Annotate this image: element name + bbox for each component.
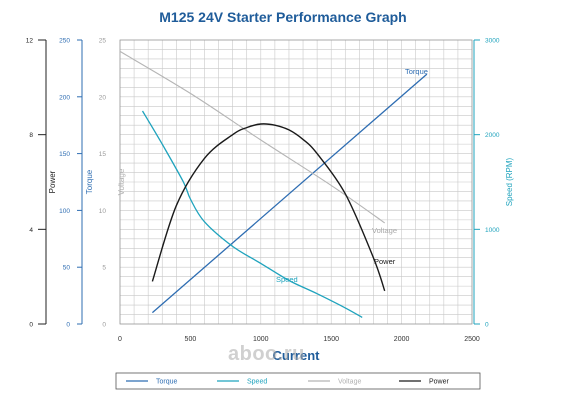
power-tick-label: 8 <box>29 132 33 139</box>
torque-axis-label: Torque <box>85 169 94 194</box>
series-line-power <box>151 123 386 292</box>
torque-tick-label: 100 <box>59 208 70 215</box>
series-annotation-voltage: Voltage <box>372 226 397 235</box>
legend-label-voltage: Voltage <box>338 379 361 386</box>
torque-tick-label: 50 <box>63 265 71 272</box>
chart-title: M125 24V Starter Performance Graph <box>159 9 407 25</box>
x-tick-label: 1000 <box>253 336 269 343</box>
x-tick-label: 0 <box>118 336 122 343</box>
speed-tick-label: 1000 <box>485 227 500 234</box>
series-line-speed <box>141 110 363 318</box>
voltage-tick-label: 25 <box>99 38 107 45</box>
voltage-axis-label: Voltage <box>117 168 126 195</box>
power-tick-label: 0 <box>29 322 33 329</box>
voltage-tick-label: 0 <box>102 322 106 329</box>
voltage-tick-label: 5 <box>102 265 106 272</box>
torque-tick-label: 150 <box>59 151 70 158</box>
x-tick-label: 2500 <box>464 336 480 343</box>
series-line-torque <box>151 73 428 314</box>
speed-tick-label: 3000 <box>485 38 500 45</box>
x-axis-label: Current <box>273 348 321 363</box>
watermark-logo: aboo.ru <box>228 343 305 365</box>
x-tick-label: 2000 <box>394 336 410 343</box>
speed-tick-label: 2000 <box>485 132 500 139</box>
x-tick-label: 500 <box>185 336 197 343</box>
voltage-tick-label: 10 <box>99 208 107 215</box>
torque-tick-label: 250 <box>59 38 70 45</box>
legend-box <box>115 372 481 390</box>
x-tick-label: 1500 <box>323 336 339 343</box>
voltage-tick-label: 15 <box>99 151 107 158</box>
speed-tick-label: 0 <box>485 322 489 329</box>
power-tick-label: 4 <box>29 227 33 234</box>
torque-tick-label: 0 <box>66 322 70 329</box>
series-annotation-speed: Speed <box>276 275 298 284</box>
voltage-tick-label: 20 <box>99 94 107 101</box>
legend-label-power: Power <box>429 379 450 386</box>
power-tick-label: 12 <box>26 38 34 45</box>
series-annotation-torque: Torque <box>405 67 428 76</box>
torque-tick-label: 200 <box>59 94 70 101</box>
speed-axis-label: Speed (RPM) <box>505 157 514 206</box>
power-axis-label: Power <box>48 170 57 193</box>
series-annotation-power: Power <box>374 257 396 266</box>
plot-frame <box>119 39 473 325</box>
legend-label-speed: Speed <box>247 379 267 386</box>
legend-label-torque: Torque <box>156 379 178 386</box>
